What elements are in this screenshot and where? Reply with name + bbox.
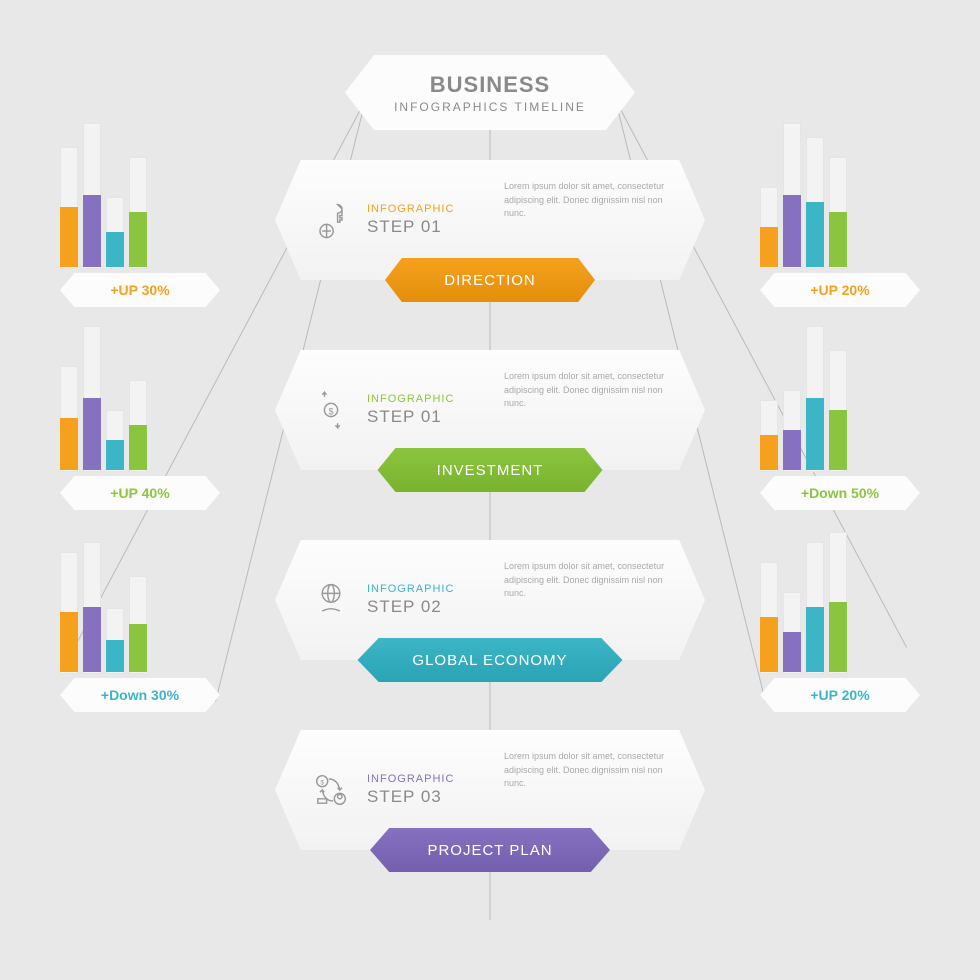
globe-icon xyxy=(309,578,353,622)
mini-bar-chart xyxy=(60,398,225,470)
svg-text:$: $ xyxy=(329,406,334,416)
bar xyxy=(806,398,824,470)
bar xyxy=(129,212,147,267)
step-tag: INVESTMENT xyxy=(378,448,603,492)
mini-bar-chart xyxy=(760,600,925,672)
step-1: INFOGRAPHIC STEP 01 Lorem ipsum dolor si… xyxy=(275,160,705,280)
step-pretitle: INFOGRAPHIC xyxy=(367,393,454,405)
cycle-icon: $ xyxy=(309,768,353,812)
mini-bar-chart xyxy=(760,398,925,470)
bar xyxy=(760,617,778,672)
bar xyxy=(106,640,124,672)
bar xyxy=(806,202,824,267)
stat-badge: +UP 40% xyxy=(60,476,220,510)
bar xyxy=(129,624,147,672)
step-number: STEP 03 xyxy=(367,787,454,807)
bar xyxy=(829,602,847,672)
bar xyxy=(806,607,824,672)
step-pretitle: INFOGRAPHIC xyxy=(367,773,454,785)
stat-right-4: +Down 50% xyxy=(760,398,925,510)
title-line2: INFOGRAPHICS TIMELINE xyxy=(394,100,586,114)
bar xyxy=(760,435,778,470)
svg-text:$: $ xyxy=(320,780,324,787)
bar xyxy=(60,418,78,470)
step-tag: DIRECTION xyxy=(385,258,595,302)
stat-badge: +UP 20% xyxy=(760,678,920,712)
step-number: STEP 01 xyxy=(367,217,454,237)
stat-badge: +UP 20% xyxy=(760,273,920,307)
stat-badge: +Down 30% xyxy=(60,678,220,712)
step-number: STEP 02 xyxy=(367,597,454,617)
mini-bar-chart xyxy=(60,195,225,267)
step-4: $ INFOGRAPHIC STEP 03 Lorem ipsum dolor … xyxy=(275,730,705,850)
title-line1: BUSINESS xyxy=(430,72,550,98)
step-number: STEP 01 xyxy=(367,407,454,427)
bar xyxy=(83,398,101,470)
step-3: INFOGRAPHIC STEP 02 Lorem ipsum dolor si… xyxy=(275,540,705,660)
bar xyxy=(783,430,801,470)
stat-left-0: +UP 30% xyxy=(60,195,225,307)
bar xyxy=(60,207,78,267)
mini-bar-chart xyxy=(760,195,925,267)
step-tag: PROJECT PLAN xyxy=(370,828,610,872)
bar xyxy=(829,410,847,470)
bar xyxy=(106,232,124,267)
stat-left-1: +UP 40% xyxy=(60,398,225,510)
mini-bar-chart xyxy=(60,600,225,672)
stat-left-2: +Down 30% xyxy=(60,600,225,712)
bar xyxy=(129,425,147,470)
bar xyxy=(783,195,801,267)
bar xyxy=(829,212,847,267)
bar xyxy=(783,632,801,672)
key-icon xyxy=(309,198,353,242)
bar xyxy=(83,607,101,672)
step-pretitle: INFOGRAPHIC xyxy=(367,583,454,595)
step-2: $ INFOGRAPHIC STEP 01 Lorem ipsum dolor … xyxy=(275,350,705,470)
step-pretitle: INFOGRAPHIC xyxy=(367,203,454,215)
bar xyxy=(83,195,101,267)
stat-badge: +Down 50% xyxy=(760,476,920,510)
title-hexagon: BUSINESS INFOGRAPHICS TIMELINE xyxy=(345,55,635,130)
bar xyxy=(60,612,78,672)
stat-right-3: +UP 20% xyxy=(760,195,925,307)
step-tag: GLOBAL ECONOMY xyxy=(358,638,623,682)
bar xyxy=(106,440,124,470)
bar xyxy=(760,227,778,267)
stat-right-5: +UP 20% xyxy=(760,600,925,712)
stat-badge: +UP 30% xyxy=(60,273,220,307)
dollar-icon: $ xyxy=(309,388,353,432)
